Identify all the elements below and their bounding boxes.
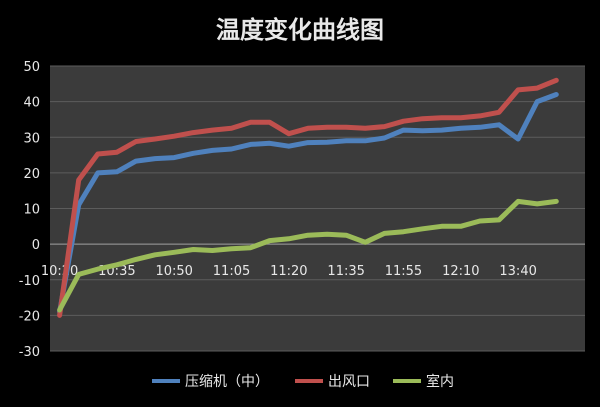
- y-tick-label: 40: [23, 96, 40, 111]
- chart-title: 温度变化曲线图: [216, 16, 384, 44]
- x-tick-label: 10:20: [41, 264, 78, 279]
- legend-label: 出风口: [328, 374, 370, 390]
- series-line-2: [57, 198, 559, 313]
- x-tick-label: 11:55: [385, 264, 422, 279]
- y-axis: 50 40 30 20 10 0 -10 -20 -30: [19, 60, 40, 360]
- y-tick-label: -10: [19, 274, 40, 289]
- legend: 压缩机（中） 出风口 室内: [152, 373, 454, 390]
- y-tick-label: -30: [19, 345, 40, 360]
- x-tick-label: 11:35: [327, 264, 364, 279]
- x-tick-label: 13:40: [499, 264, 536, 279]
- series-lines: [57, 77, 559, 318]
- y-tick-label: 30: [23, 131, 40, 146]
- y-tick-label: 20: [23, 167, 40, 182]
- x-tick-label: 12:10: [442, 264, 479, 279]
- x-tick-label: 11:05: [213, 264, 250, 279]
- y-tick-label: 0: [32, 238, 40, 253]
- series-line-1: [57, 77, 559, 318]
- y-tick-label: -20: [19, 309, 40, 324]
- x-tick-label: 10:50: [155, 264, 192, 279]
- y-tick-label: 10: [23, 203, 40, 218]
- legend-label: 压缩机（中）: [185, 374, 269, 390]
- x-tick-label: 11:20: [270, 264, 307, 279]
- y-tick-label: 50: [23, 60, 40, 75]
- legend-label: 室内: [426, 373, 454, 390]
- series-line-0: [57, 92, 559, 315]
